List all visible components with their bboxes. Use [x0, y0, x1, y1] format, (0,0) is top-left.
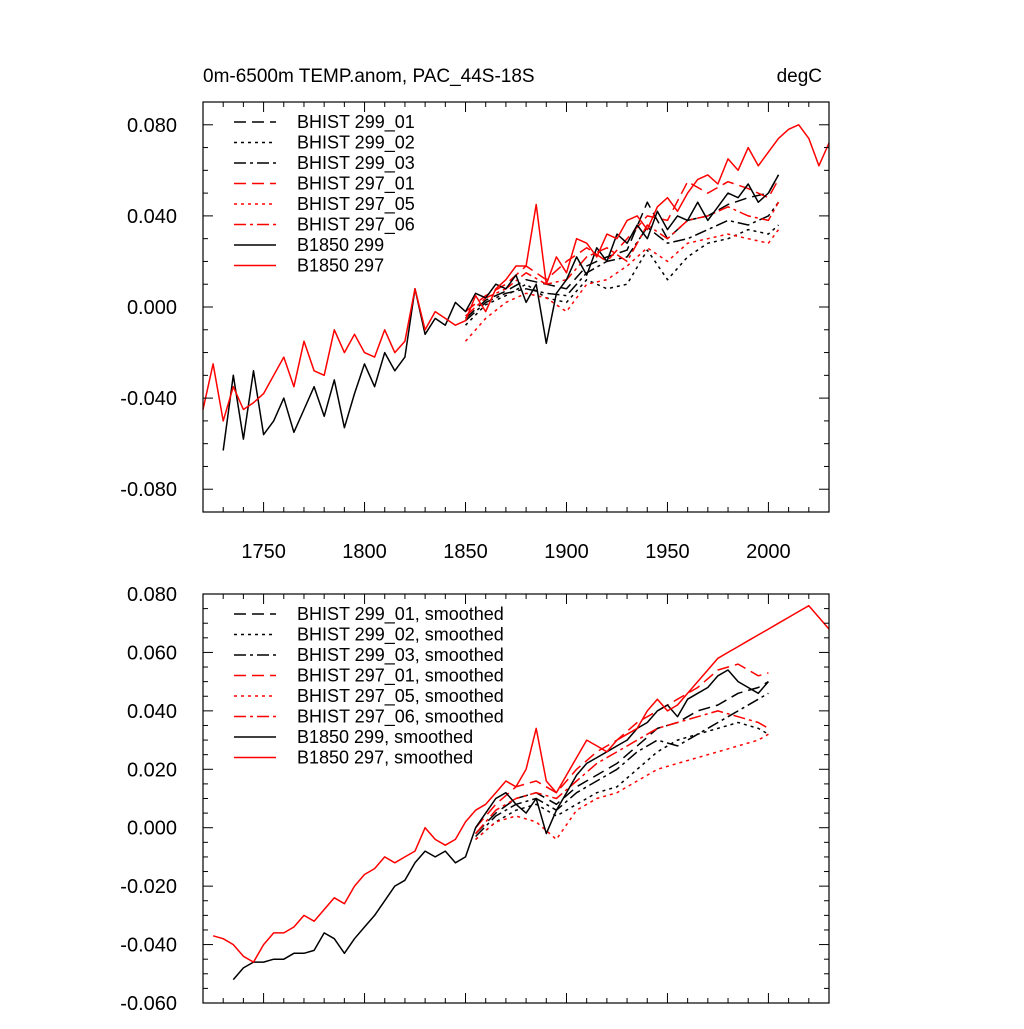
series-line-1-4	[465, 179, 780, 313]
y-tick-label: -0.020	[120, 876, 177, 898]
legend-label: BHIST 299_02, smoothed	[297, 625, 504, 646]
legend-label: BHIST 297_01	[297, 174, 415, 195]
legend-label: BHIST 297_05, smoothed	[297, 686, 504, 707]
y-tick-label: 0.040	[127, 701, 177, 723]
legend-label: BHIST 299_01, smoothed	[297, 604, 504, 625]
chart-title: 0m-6500m TEMP.anom, PAC_44S-18S	[203, 66, 535, 87]
series-line-2-3	[475, 692, 769, 838]
y-tick-label: -0.040	[120, 935, 177, 957]
series-line-1-6	[464, 201, 780, 317]
series-line-2-2	[475, 721, 769, 840]
x-tick-label: 1950	[645, 541, 690, 563]
y-tick-label: 0.080	[127, 115, 177, 137]
series-line-2-8	[212, 604, 830, 963]
legend-label: B1850 299, smoothed	[297, 727, 473, 747]
legend-label: BHIST 299_02	[297, 133, 415, 154]
series-line-2-5	[475, 733, 769, 841]
legend-label: BHIST 297_06	[297, 215, 415, 236]
legend-label: BHIST 299_01	[297, 112, 415, 133]
y-tick-label: 0.060	[127, 642, 177, 664]
series-line-1-1	[464, 174, 780, 319]
series-line-1-8	[202, 124, 830, 422]
series-line-1-7	[222, 174, 780, 451]
unit-label: degC	[777, 66, 822, 87]
y-tick-label: 0.000	[127, 818, 177, 840]
y-tick-label: -0.080	[120, 479, 177, 501]
x-tick-label: 2000	[746, 541, 791, 563]
x-tick-label: 1900	[544, 541, 589, 563]
legend-label: B1850 299	[297, 235, 384, 255]
series-line-2-1	[475, 680, 769, 835]
series-line-1-3	[464, 201, 780, 322]
y-tick-label: 0.080	[127, 584, 177, 606]
x-tick-label: 1850	[443, 541, 488, 563]
series-line-2-7	[232, 669, 769, 981]
legend-label: BHIST 299_03, smoothed	[297, 645, 504, 666]
legend-label: BHIST 297_01, smoothed	[297, 666, 504, 687]
legend-label: B1850 297, smoothed	[297, 748, 473, 768]
x-tick-label: 1750	[241, 541, 286, 563]
legend-label: BHIST 297_06, smoothed	[297, 707, 504, 728]
series-line-1-2	[464, 224, 780, 326]
series-line-2-6	[475, 710, 769, 835]
y-tick-label: 0.000	[127, 297, 177, 319]
legend-label: BHIST 299_03	[297, 153, 415, 174]
y-tick-label: -0.060	[120, 993, 177, 1015]
legend-label: BHIST 297_05	[297, 194, 415, 215]
legend-label: B1850 297	[297, 256, 384, 276]
y-tick-label: 0.040	[127, 206, 177, 228]
series-line-1-5	[464, 229, 780, 342]
y-tick-label: -0.040	[120, 388, 177, 410]
x-tick-label: 1800	[342, 541, 387, 563]
series-line-2-4	[475, 663, 769, 829]
y-tick-label: 0.020	[127, 759, 177, 781]
